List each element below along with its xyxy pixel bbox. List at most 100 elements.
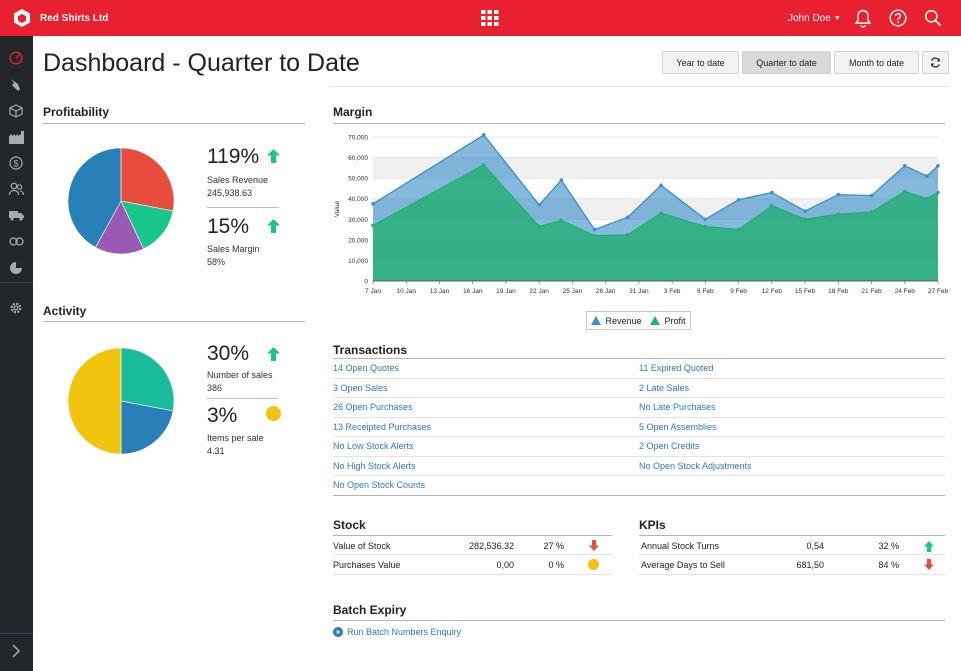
trend-up-icon xyxy=(267,347,280,361)
transaction-link[interactable]: 2 Open Credits xyxy=(639,441,700,451)
legend-revenue[interactable]: Revenue xyxy=(591,315,642,326)
profitability-pie-slice-3[interactable] xyxy=(67,147,122,248)
kpi-row-value: 681,50 xyxy=(796,560,824,570)
revenue-point[interactable] xyxy=(703,217,708,222)
transaction-link[interactable]: No Open Stock Adjustments xyxy=(639,460,752,471)
chevron-down-icon: ▼ xyxy=(833,15,841,22)
profit-point[interactable] xyxy=(836,212,841,216)
profit-point[interactable] xyxy=(925,196,929,201)
revenue-point[interactable] xyxy=(736,197,741,202)
profitability-pie-slice-0[interactable] xyxy=(120,147,175,212)
month-to-date-button[interactable]: Month to date xyxy=(834,51,919,74)
sidebar-item-customers[interactable] xyxy=(6,180,26,198)
profit-point[interactable] xyxy=(559,218,564,223)
chart-legend: Revenue Profit xyxy=(586,311,691,330)
x-tick-label: 9 Feb xyxy=(730,288,747,295)
sidebar-item-settings[interactable] xyxy=(6,299,26,317)
profit-point[interactable] xyxy=(770,204,774,208)
search-icon[interactable] xyxy=(924,9,942,27)
profit-point[interactable] xyxy=(592,233,597,238)
profit-point[interactable] xyxy=(371,223,375,228)
activity-pie-slice-0[interactable] xyxy=(120,347,175,412)
y-tick-label: 60,000 xyxy=(348,155,368,162)
y-tick-label: 0 xyxy=(364,279,368,286)
revenue-point[interactable] xyxy=(770,190,774,195)
revenue-point[interactable] xyxy=(481,133,486,137)
kpi-row-label: Annual Stock Turns xyxy=(641,541,720,551)
profit-point[interactable] xyxy=(703,224,708,229)
user-menu[interactable]: John Doe ▼ xyxy=(788,13,841,24)
x-tick-label: 19 Jan xyxy=(496,288,516,295)
profit-point[interactable] xyxy=(626,232,630,237)
sidebar-item-finance[interactable]: $ xyxy=(6,154,26,172)
profitability-pie-slice-2[interactable] xyxy=(95,200,144,255)
profit-point[interactable] xyxy=(869,210,874,214)
x-tick-label: 6 Feb xyxy=(697,288,714,295)
items-per-sale-label: Items per sale xyxy=(207,433,264,443)
sidebar-item-integrations[interactable] xyxy=(6,232,26,250)
revenue-point[interactable] xyxy=(371,202,375,206)
profit-point[interactable] xyxy=(803,217,807,222)
transaction-link[interactable]: 13 Receipted Purchases xyxy=(333,421,432,432)
help-icon[interactable] xyxy=(889,9,907,27)
profit-point[interactable] xyxy=(936,190,940,195)
revenue-point[interactable] xyxy=(659,183,663,188)
profit-point[interactable] xyxy=(736,227,741,232)
revenue-point[interactable] xyxy=(626,215,630,220)
revenue-point[interactable] xyxy=(869,193,874,198)
transaction-link[interactable]: 3 Open Sales xyxy=(333,382,388,393)
items-per-sale-percent: 3% xyxy=(207,404,238,427)
revenue-point[interactable] xyxy=(925,174,929,178)
sidebar-item-sales[interactable] xyxy=(6,76,26,94)
profit-point[interactable] xyxy=(902,189,907,194)
transaction-link[interactable]: 2 Late Sales xyxy=(639,382,690,393)
sidebar-item-warehouse[interactable] xyxy=(6,128,26,146)
revenue-point[interactable] xyxy=(936,164,940,168)
sales-margin-percent: 15% xyxy=(207,215,250,238)
run-batch-numbers-enquiry-link[interactable]: Run Batch Numbers Enquiry xyxy=(333,627,461,637)
transaction-link[interactable]: 14 Open Quotes xyxy=(333,363,400,373)
revenue-point[interactable] xyxy=(592,227,597,232)
y-tick-label: 50,000 xyxy=(348,176,368,183)
revenue-point[interactable] xyxy=(836,192,841,197)
activity-pie-slice-1[interactable] xyxy=(120,400,174,455)
quarter-to-date-button[interactable]: Quarter to date xyxy=(742,51,831,74)
x-tick-label: 27 Feb xyxy=(928,288,949,295)
transaction-link[interactable]: 26 Open Purchases xyxy=(333,402,413,412)
company-brand[interactable]: Red Shirts Ltd xyxy=(14,9,108,27)
sales-revenue-value: 245,938.63 xyxy=(207,188,253,198)
x-tick-label: 13 Jan xyxy=(430,288,450,295)
year-to-date-button[interactable]: Year to date xyxy=(662,51,739,74)
transaction-link[interactable]: No Low Stock Alerts xyxy=(333,441,414,451)
revenue-point[interactable] xyxy=(803,209,807,213)
items-per-sale-value: 4.31 xyxy=(207,446,225,456)
revenue-point[interactable] xyxy=(902,164,907,168)
revenue-marker-icon xyxy=(591,316,602,325)
profitability-pie-chart xyxy=(67,147,175,255)
transaction-link[interactable]: No Late Purchases xyxy=(639,402,716,412)
trend-neutral-icon xyxy=(266,406,281,421)
sidebar-expand-button[interactable] xyxy=(6,642,26,660)
transaction-link[interactable]: No Open Stock Counts xyxy=(333,480,426,490)
revenue-point[interactable] xyxy=(537,203,541,207)
sidebar-item-reports[interactable] xyxy=(6,259,26,277)
transaction-link[interactable]: 5 Open Assemblies xyxy=(639,421,717,432)
profitability-pie-slice-1[interactable] xyxy=(120,200,174,250)
sidebar-item-shipping[interactable] xyxy=(6,206,26,224)
profit-point[interactable] xyxy=(659,211,663,215)
apps-grid-icon[interactable] xyxy=(481,10,499,26)
activity-pie-slice-2[interactable] xyxy=(67,347,122,455)
stock-row-label: Value of Stock xyxy=(333,541,391,551)
sidebar-item-dashboard[interactable] xyxy=(6,49,26,67)
legend-profit[interactable]: Profit xyxy=(650,316,686,326)
transaction-link[interactable]: No High Stock Alerts xyxy=(333,460,416,471)
x-tick-label: 21 Feb xyxy=(861,288,882,295)
profit-point[interactable] xyxy=(481,162,486,167)
legend-revenue-label: Revenue xyxy=(605,315,642,326)
revenue-point[interactable] xyxy=(559,178,564,182)
bell-icon[interactable] xyxy=(854,9,872,28)
profit-point[interactable] xyxy=(537,224,541,229)
transaction-link[interactable]: 11 Expired Quoted xyxy=(639,363,714,373)
sidebar-item-inventory[interactable] xyxy=(6,102,26,120)
refresh-button[interactable] xyxy=(922,51,949,74)
